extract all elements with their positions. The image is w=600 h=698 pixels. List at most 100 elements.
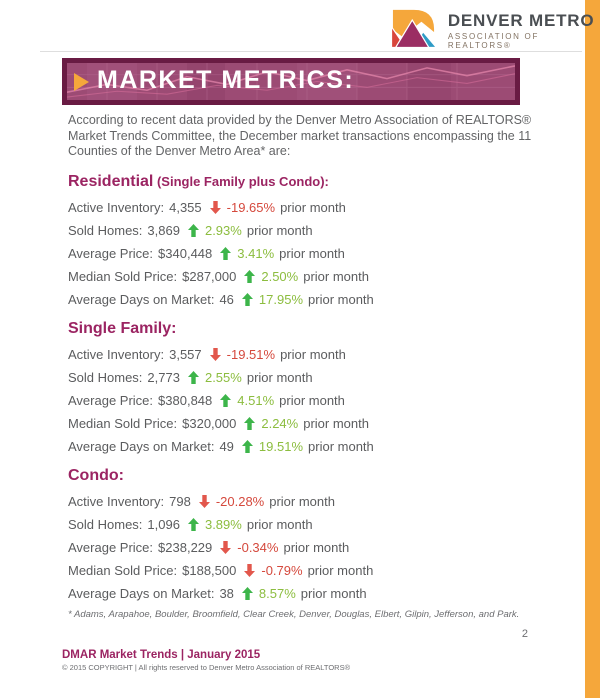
down-arrow-icon — [220, 540, 232, 554]
stat-label: Active Inventory: — [68, 493, 165, 509]
up-arrow-icon — [187, 370, 199, 384]
main-content: According to recent data provided by the… — [68, 113, 533, 620]
stat-change: -19.51% — [226, 346, 276, 362]
up-arrow-icon — [244, 416, 256, 430]
metrics-section: Single Family: Active Inventory: 3,557 -… — [68, 317, 533, 454]
stat-suffix: prior month — [303, 415, 369, 431]
stat-value: 2,773 — [147, 369, 180, 385]
stat-suffix: prior month — [280, 199, 346, 215]
stat-change: 2.55% — [204, 369, 242, 385]
market-metrics-banner: MARKET METRICS: — [62, 58, 520, 105]
counties-footnote: * Adams, Arapahoe, Boulder, Broomfield, … — [68, 608, 520, 620]
stat-suffix: prior month — [269, 493, 335, 509]
stat-value: $320,000 — [182, 415, 237, 431]
right-accent-stripe — [585, 0, 600, 698]
stat-row: Median Sold Price: $320,000 2.24% prior … — [68, 416, 533, 431]
stat-change: 3.89% — [204, 516, 242, 532]
footer-title: DMAR Market Trends | January 2015 — [62, 649, 261, 661]
stat-change: -0.34% — [237, 539, 279, 555]
header-divider — [40, 51, 582, 52]
stat-label: Sold Homes: — [68, 369, 143, 385]
stat-label: Average Days on Market: — [68, 585, 215, 601]
down-arrow-icon — [209, 347, 221, 361]
stat-row: Average Price: $380,848 4.51% prior mont… — [68, 393, 533, 408]
section-heading: Residential (Single Family plus Condo): — [68, 170, 533, 191]
down-arrow-icon — [209, 200, 221, 214]
dmar-logo: DENVER METRO ASSOCIATION OF REALTORS® — [389, 7, 600, 53]
stat-row: Average Price: $238,229 -0.34% prior mon… — [68, 540, 533, 555]
stat-suffix: prior month — [279, 392, 345, 408]
section-heading: Single Family: — [68, 317, 533, 338]
stat-suffix: prior month — [307, 562, 374, 578]
stat-value: 3,869 — [147, 222, 180, 238]
stat-change: 8.57% — [258, 585, 296, 601]
stat-value: 3,557 — [169, 346, 202, 362]
down-arrow-icon — [244, 563, 256, 577]
stat-suffix: prior month — [246, 369, 313, 385]
stat-suffix: prior month — [300, 585, 367, 601]
stat-suffix: prior month — [283, 539, 350, 555]
stat-change: -0.79% — [261, 562, 303, 578]
page-number: 2 — [521, 628, 528, 640]
stat-value: 4,355 — [169, 199, 202, 215]
play-triangle-icon — [74, 72, 89, 91]
intro-paragraph: According to recent data provided by the… — [68, 113, 532, 158]
dmar-logo-icon — [390, 8, 438, 49]
stat-change: -20.28% — [215, 493, 265, 509]
stat-label: Average Price: — [68, 539, 154, 555]
stat-change: 2.93% — [204, 222, 242, 238]
stat-value: 49 — [219, 438, 234, 454]
stat-change: 17.95% — [258, 291, 304, 307]
stat-change: 19.51% — [258, 438, 304, 454]
stat-value: $238,229 — [158, 539, 213, 555]
down-arrow-icon — [198, 494, 210, 508]
stat-suffix: prior month — [246, 516, 313, 532]
stats-list: Active Inventory: 3,557 -19.51% prior mo… — [68, 347, 533, 454]
section-heading: Condo: — [68, 464, 533, 485]
stat-label: Median Sold Price: — [68, 268, 178, 284]
up-arrow-icon — [187, 223, 199, 237]
stat-label: Average Days on Market: — [68, 438, 215, 454]
stat-suffix: prior month — [308, 291, 374, 307]
stat-label: Average Price: — [68, 245, 154, 261]
stat-change: -19.65% — [226, 199, 276, 215]
stat-value: 1,096 — [147, 516, 180, 532]
stat-label: Average Days on Market: — [68, 291, 215, 307]
up-arrow-icon — [220, 246, 232, 260]
stat-row: Median Sold Price: $287,000 2.50% prior … — [68, 269, 533, 284]
stat-row: Average Price: $340,448 3.41% prior mont… — [68, 246, 533, 261]
banner-content: MARKET METRICS: — [67, 63, 515, 100]
stat-label: Sold Homes: — [68, 222, 143, 238]
stat-label: Sold Homes: — [68, 516, 143, 532]
stat-row: Average Days on Market: 49 19.51% prior … — [68, 439, 533, 454]
up-arrow-icon — [220, 393, 232, 407]
chart-texture-icon — [67, 63, 515, 100]
stat-suffix: prior month — [279, 245, 345, 261]
banner-title: MARKET METRICS: — [97, 66, 355, 94]
stat-value: $287,000 — [182, 268, 237, 284]
stat-label: Median Sold Price: — [68, 415, 178, 431]
stat-row: Average Days on Market: 38 8.57% prior m… — [68, 586, 533, 601]
section-heading-main: Condo: — [68, 466, 124, 484]
stat-label: Active Inventory: — [68, 346, 165, 362]
stat-row: Average Days on Market: 46 17.95% prior … — [68, 292, 533, 307]
logo-text: DENVER METRO ASSOCIATION OF REALTORS® — [448, 11, 600, 50]
stat-value: $188,500 — [182, 562, 237, 578]
stat-row: Sold Homes: 3,869 2.93% prior month — [68, 223, 533, 238]
stat-label: Median Sold Price: — [68, 562, 178, 578]
stat-change: 2.24% — [261, 415, 299, 431]
page-footer: DMAR Market Trends | January 2015 © 2015… — [62, 648, 350, 672]
section-heading-suffix: (Single Family plus Condo): — [153, 173, 329, 189]
stat-value: $340,448 — [158, 245, 213, 261]
stats-list: Active Inventory: 798 -20.28% prior mont… — [68, 494, 533, 601]
up-arrow-icon — [241, 292, 253, 306]
stat-suffix: prior month — [280, 346, 346, 362]
sections: Residential (Single Family plus Condo): … — [68, 170, 533, 601]
stat-suffix: prior month — [246, 222, 313, 238]
metrics-section: Residential (Single Family plus Condo): … — [68, 170, 533, 307]
stat-row: Median Sold Price: $188,500 -0.79% prior… — [68, 563, 533, 578]
up-arrow-icon — [244, 269, 256, 283]
stat-change: 4.51% — [237, 392, 275, 408]
up-arrow-icon — [241, 586, 253, 600]
stat-row: Sold Homes: 2,773 2.55% prior month — [68, 370, 533, 385]
